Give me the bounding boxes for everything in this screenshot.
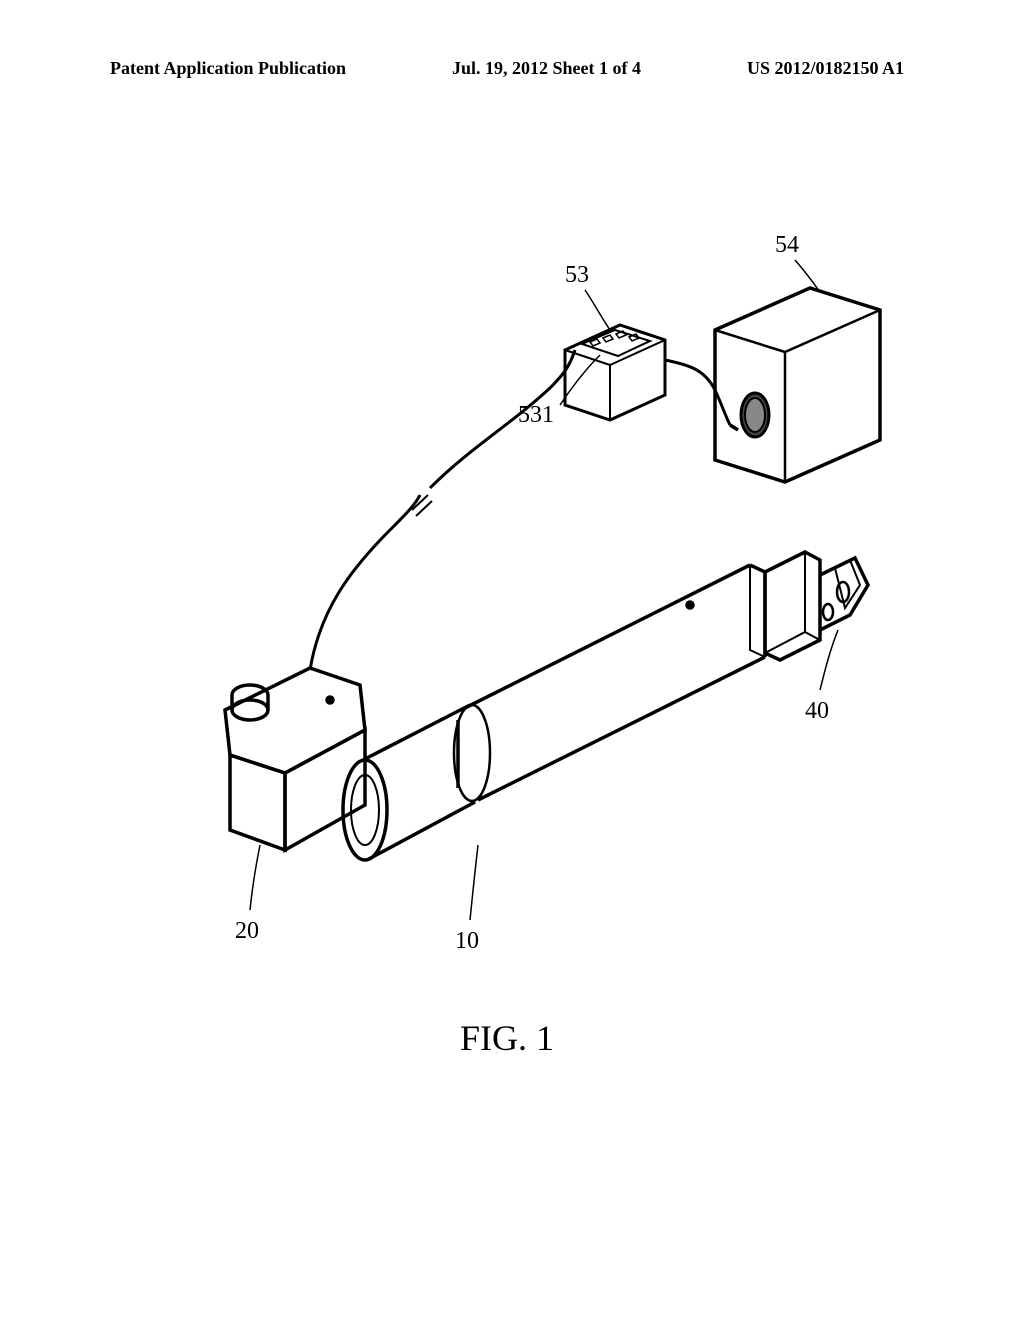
patent-figure-svg: 20 10 40 53 531 54 FIG. 1 <box>110 190 910 1210</box>
display-box <box>565 325 665 420</box>
figure-container: 20 10 40 53 531 54 FIG. 1 <box>110 190 910 1210</box>
actuator-assembly <box>225 552 868 860</box>
power-box <box>715 288 880 482</box>
cable-2 <box>665 360 730 425</box>
figure-label: FIG. 1 <box>460 1018 554 1058</box>
header-center: Jul. 19, 2012 Sheet 1 of 4 <box>452 58 641 79</box>
ref-label-40: 40 <box>805 698 829 724</box>
ref-label-54: 54 <box>775 232 799 258</box>
page-header: Patent Application Publication Jul. 19, … <box>0 58 1024 79</box>
cable <box>310 350 575 670</box>
ref-label-531: 531 <box>518 402 554 428</box>
header-right: US 2012/0182150 A1 <box>747 58 904 79</box>
ref-label-20: 20 <box>235 918 259 944</box>
outer-tube <box>458 565 765 800</box>
header-left: Patent Application Publication <box>110 58 346 79</box>
ref-label-10: 10 <box>455 928 479 954</box>
extension-bracket <box>765 552 868 660</box>
ref-label-53: 53 <box>565 262 589 288</box>
